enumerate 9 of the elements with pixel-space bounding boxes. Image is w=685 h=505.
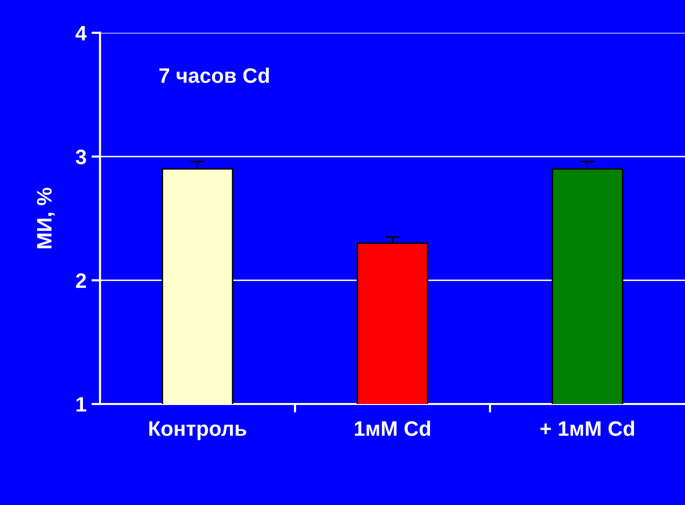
y-tick-label: 1 [76,397,86,412]
x-tick-label: Контроль [149,421,246,440]
x-tick-label: + 1мМ Cd [540,420,634,436]
x-tick-label: 1мМ Cd [354,420,430,436]
y-tick-label: 3 [76,150,86,164]
y-tick-label: 4 [76,26,87,40]
y-axis-title: МИ, % [36,188,55,248]
text: 7 часов Cd [159,68,269,83]
y-tick-label: 2 [76,273,86,288]
